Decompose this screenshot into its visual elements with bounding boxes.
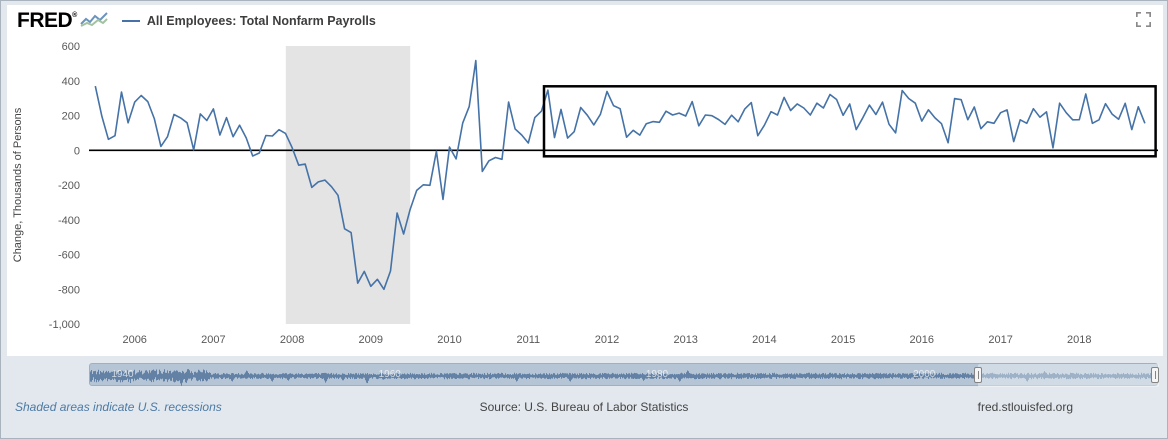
series-legend: All Employees: Total Nonfarm Payrolls [121,14,376,28]
recession-note: Shaded areas indicate U.S. recessions [15,400,222,414]
x-axis-tick-label: 2018 [1067,334,1091,346]
x-axis-tick-label: 2007 [201,334,225,346]
series-line [94,59,1146,291]
fred-site-link[interactable]: fred.stlouisfed.org [977,400,1073,414]
x-axis-tick-label: 2016 [910,334,934,346]
chart-card: FRED ® All Employees: Total Nonfarm Payro… [7,5,1163,356]
payrolls-line-chart[interactable]: 600 400 200 0 -200 -400 -600 -800 -1,000 2006 2007… [7,5,1163,356]
x-axis-tick-label: 2008 [280,334,304,346]
y-axis-tick-label: 400 [62,76,80,88]
y-axis-tick-label: 200 [62,111,80,123]
navigator-selected-range[interactable] [978,364,1159,387]
navigator-mini-chart [90,369,1159,386]
y-axis-tick-label: -200 [58,180,80,192]
navigator-left-handle[interactable] [974,367,982,383]
chart-footer: Shaded areas indicate U.S. recessions So… [1,400,1167,418]
y-axis-tick-label: -600 [58,250,80,262]
fred-logo-text: FRED [17,9,73,32]
chart-header: FRED ® All Employees: Total Nonfarm Payro… [7,5,1163,37]
x-axis-tick-label: 2012 [595,334,619,346]
fullscreen-button[interactable] [1134,10,1153,32]
navigator-right-handle[interactable] [1151,367,1159,383]
source-note: Source: U.S. Bureau of Labor Statistics [479,400,689,414]
x-axis-tick-label: 2015 [831,334,855,346]
x-axis-tick-label: 2011 [516,334,540,346]
series-legend-line [121,20,140,22]
trademark-symbol: ® [72,12,77,19]
x-axis-tick-label: 2014 [752,334,776,346]
fred-logo[interactable]: FRED ® [17,9,108,33]
y-axis-title: Change, Thousands of Persons [12,107,24,262]
fred-logo-sparkline-icon [80,12,108,27]
y-axis-tick-label: -400 [58,215,80,227]
y-axis-tick-label: 0 [74,145,80,157]
x-axis-tick-label: 2013 [673,334,697,346]
range-navigator[interactable]: 1940 1960 1980 2000 [89,363,1159,387]
y-axis-tick-label: -1,000 [49,319,80,331]
series-legend-label: All Employees: Total Nonfarm Payrolls [146,14,376,28]
x-axis-tick-label: 2010 [437,334,461,346]
fullscreen-icon [1136,12,1151,27]
x-axis-tick-label: 2009 [359,334,383,346]
y-axis-tick-label: -800 [58,284,80,296]
x-axis-tick-label: 2017 [988,334,1012,346]
y-axis-tick-label: 600 [62,41,80,53]
annotation-box [542,85,1157,158]
x-axis-tick-label: 2006 [122,334,146,346]
navigator-series [90,369,1159,386]
recession-band [285,46,411,324]
